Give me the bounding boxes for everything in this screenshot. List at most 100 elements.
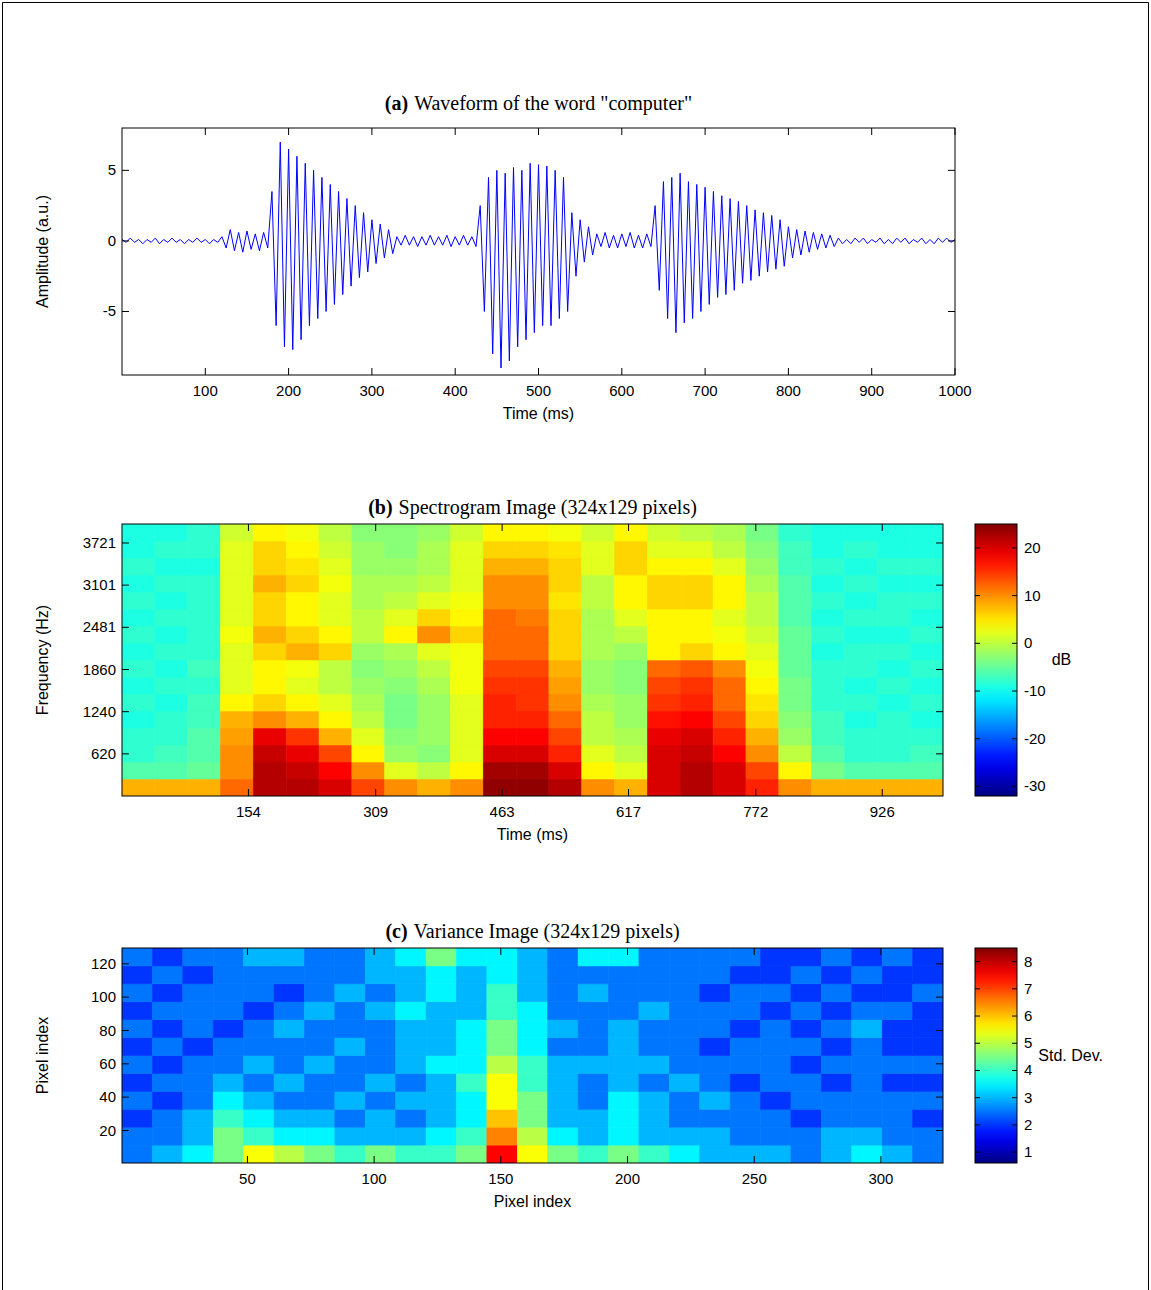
heatmap-cell xyxy=(213,948,243,966)
colorbar-tick xyxy=(1012,1070,1017,1071)
heatmap-cell xyxy=(221,677,254,694)
heatmap-cell xyxy=(821,984,851,1002)
heatmap-cell xyxy=(680,643,713,660)
heatmap-cell xyxy=(183,1038,213,1056)
heatmap-cell xyxy=(483,626,516,643)
heatmap-cell xyxy=(426,1056,456,1074)
heatmap-cell xyxy=(450,745,483,762)
heatmap-cell xyxy=(700,966,730,984)
heatmap-cell xyxy=(418,728,451,745)
heatmap-cell xyxy=(352,575,385,592)
colorbar-tick xyxy=(1012,988,1017,989)
heatmap-cell xyxy=(700,1002,730,1020)
heatmap-cell xyxy=(647,592,680,609)
heatmap-cell xyxy=(396,1091,426,1109)
heatmap-cell xyxy=(450,694,483,711)
heatmap-cell xyxy=(418,711,451,728)
colorbar-tick xyxy=(1012,595,1017,596)
heatmap-cell xyxy=(746,524,779,541)
heatmap-cell xyxy=(319,694,352,711)
x-tick xyxy=(871,128,872,135)
title-text: Spectrogram Image (324x129 pixels) xyxy=(399,496,697,519)
heatmap-cell xyxy=(274,1091,304,1109)
heatmap-cell xyxy=(183,984,213,1002)
heatmap-cell xyxy=(450,592,483,609)
heatmap-cell xyxy=(578,948,608,966)
heatmap-cell xyxy=(821,1145,851,1163)
heatmap-cell xyxy=(155,745,188,762)
heatmap-cell xyxy=(221,762,254,779)
heatmap-cell xyxy=(221,643,254,660)
heatmap-cell xyxy=(517,984,547,1002)
heatmap-cell xyxy=(779,660,812,677)
heatmap-cell xyxy=(418,677,451,694)
y-tick xyxy=(936,1097,943,1098)
panel-label: (c) xyxy=(385,920,407,943)
heatmap-cell xyxy=(746,728,779,745)
colorbar-tick xyxy=(975,1124,980,1125)
heatmap-cell xyxy=(122,745,155,762)
y-tick xyxy=(122,753,129,754)
heatmap-cell xyxy=(779,762,812,779)
heatmap-cell xyxy=(244,984,274,1002)
heatmap-cell xyxy=(517,1127,547,1145)
x-tick xyxy=(621,368,622,375)
heatmap-cell xyxy=(549,592,582,609)
heatmap-cell xyxy=(352,728,385,745)
heatmap-cell xyxy=(253,660,286,677)
heatmap-cell xyxy=(450,711,483,728)
y-tick xyxy=(936,627,943,628)
heatmap-cell xyxy=(548,1056,578,1074)
colorbar-tick xyxy=(975,1152,980,1153)
heatmap-cell xyxy=(812,609,845,626)
x-tick xyxy=(500,1156,501,1163)
heatmap-cell xyxy=(450,728,483,745)
x-tick-label: 250 xyxy=(742,1170,767,1187)
heatmap-cell xyxy=(669,966,699,984)
heatmap-cell xyxy=(155,660,188,677)
heatmap-cell xyxy=(852,1073,882,1091)
heatmap-cell xyxy=(152,1038,182,1056)
heatmap-cell xyxy=(582,524,615,541)
heatmap-cell xyxy=(274,1127,304,1145)
heatmap-cell xyxy=(669,1073,699,1091)
x-tick xyxy=(288,128,289,135)
heatmap-cell xyxy=(450,575,483,592)
y-tick-label: -5 xyxy=(103,302,116,319)
heatmap-cell xyxy=(910,728,943,745)
heatmap-cell xyxy=(456,984,486,1002)
heatmap-cell xyxy=(713,711,746,728)
heatmap-cell xyxy=(746,592,779,609)
heatmap-cell xyxy=(852,1091,882,1109)
heatmap-cell xyxy=(335,1002,365,1020)
heatmap-cell xyxy=(319,677,352,694)
heatmap-cell xyxy=(456,1002,486,1020)
heatmap-cell xyxy=(812,728,845,745)
heatmap-cell xyxy=(882,1056,912,1074)
heatmap-cell xyxy=(183,1056,213,1074)
heatmap-cell xyxy=(910,660,943,677)
x-tick-label: 300 xyxy=(359,382,384,399)
heatmap-cell xyxy=(913,1091,943,1109)
heatmap-cell xyxy=(122,558,155,575)
colorbar-title: Std. Dev. xyxy=(1038,1047,1103,1064)
heatmap-cell xyxy=(152,1145,182,1163)
heatmap-cell xyxy=(426,1109,456,1127)
heatmap-cell xyxy=(352,609,385,626)
heatmap-cell xyxy=(779,694,812,711)
heatmap-cell xyxy=(779,626,812,643)
heatmap-cell xyxy=(365,1020,395,1038)
heatmap-cell xyxy=(578,1109,608,1127)
heatmap-cell xyxy=(779,541,812,558)
heatmap-cell xyxy=(791,1020,821,1038)
y-tick xyxy=(936,542,943,543)
heatmap-cell xyxy=(487,1127,517,1145)
heatmap-cell xyxy=(152,966,182,984)
heatmap-cell xyxy=(812,762,845,779)
heatmap-cell xyxy=(549,643,582,660)
heatmap-cell xyxy=(244,1038,274,1056)
heatmap-cell xyxy=(286,762,319,779)
heatmap-cell xyxy=(549,626,582,643)
heatmap-cell xyxy=(385,524,418,541)
heatmap-cell xyxy=(188,609,221,626)
